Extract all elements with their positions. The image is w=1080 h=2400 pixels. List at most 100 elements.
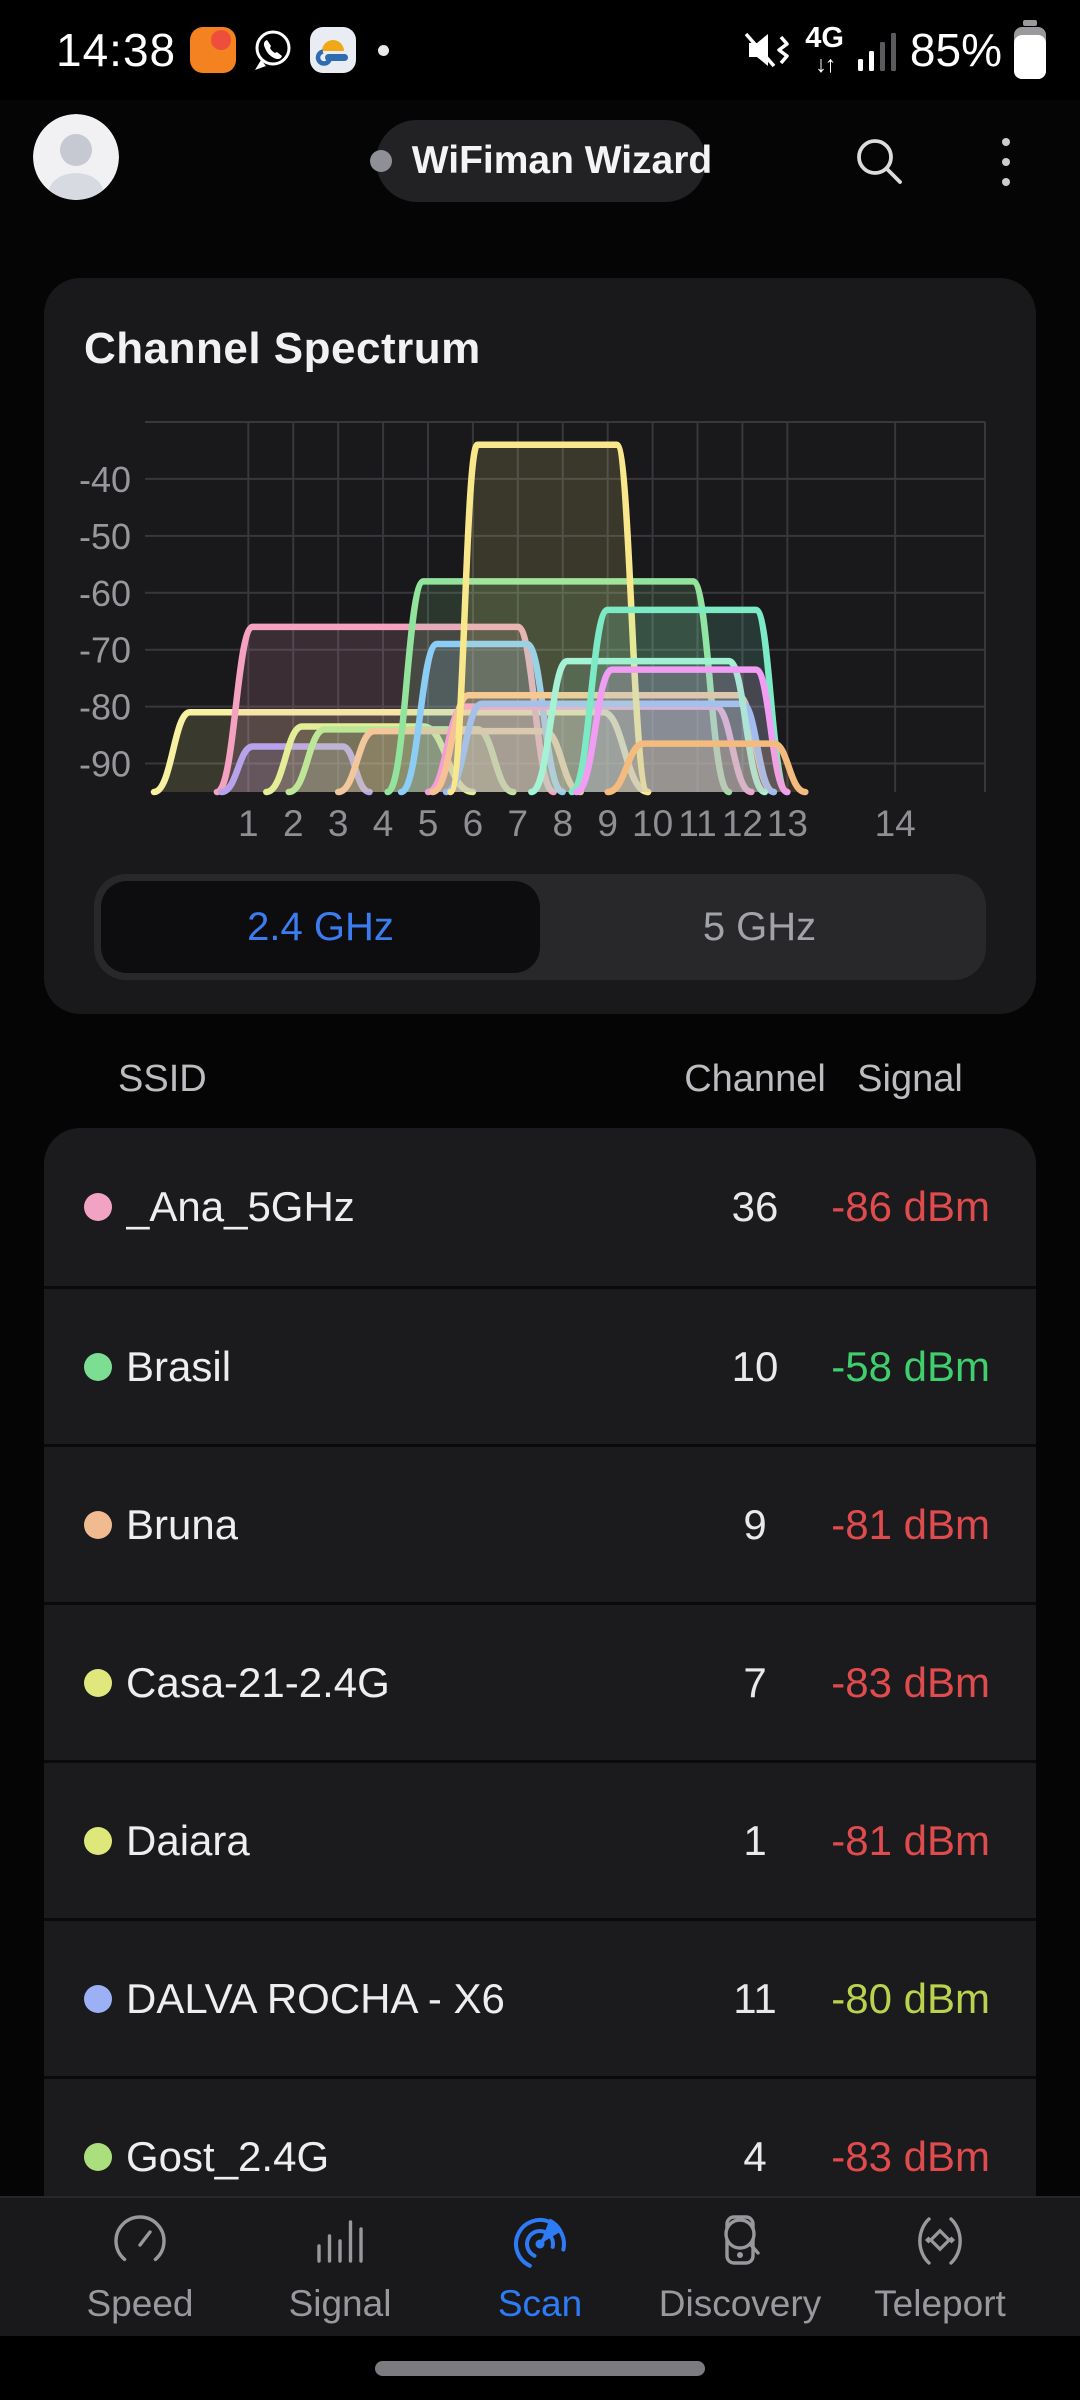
signal-bars-icon bbox=[857, 33, 896, 71]
channel-value: 1 bbox=[743, 1816, 767, 1864]
ssid-label: Casa-21-2.4G bbox=[126, 1658, 390, 1706]
band-2_4ghz-label: 2.4 GHz bbox=[247, 904, 394, 949]
whatsapp-icon bbox=[255, 30, 291, 70]
channel-value: 36 bbox=[731, 1183, 779, 1230]
speedometer-icon bbox=[114, 2215, 166, 2262]
network-type-indicator: 4G ↓↑ bbox=[805, 22, 844, 77]
status-bar: 14:38 4G ↓↑ bbox=[0, 0, 1080, 100]
svg-text:-80: -80 bbox=[79, 687, 131, 728]
app-bar: WiFiman Wizard bbox=[0, 100, 1080, 230]
table-row[interactable]: _Ana_5GHz 36 -86 dBm bbox=[44, 1128, 1036, 1286]
svg-text:-60: -60 bbox=[79, 573, 131, 614]
gesture-zone bbox=[0, 2336, 1080, 2400]
svg-text:5: 5 bbox=[418, 803, 439, 844]
band-toggle: 2.4 GHz 5 GHz bbox=[94, 874, 986, 980]
svg-text:9: 9 bbox=[597, 803, 618, 844]
signal-graph-icon bbox=[317, 2220, 363, 2263]
bottom-nav: Speed Signal Scan bbox=[0, 2196, 1080, 2336]
table-row[interactable]: DALVA ROCHA - X6 11 -80 dBm bbox=[44, 1918, 1036, 2076]
page-title: WiFiman Wizard bbox=[411, 139, 713, 182]
nav-item-speed[interactable]: Speed bbox=[40, 2198, 240, 2336]
ssid-label: _Ana_5GHz bbox=[126, 1183, 355, 1230]
svg-text:1: 1 bbox=[238, 803, 259, 844]
table-row[interactable]: Brasil 10 -58 dBm bbox=[44, 1286, 1036, 1444]
signal-value: -58 dBm bbox=[831, 1342, 990, 1390]
network-color-dot bbox=[84, 1352, 112, 1381]
svg-text:14: 14 bbox=[875, 803, 916, 844]
band-5ghz-label: 5 GHz bbox=[702, 904, 817, 949]
band-2_4ghz-button[interactable]: 2.4 GHz bbox=[101, 881, 540, 973]
svg-text:-70: -70 bbox=[79, 630, 131, 671]
header-channel: Channel bbox=[684, 1057, 826, 1100]
battery-icon bbox=[1014, 20, 1046, 79]
signal-value: -81 dBm bbox=[831, 1816, 990, 1864]
network-color-dot bbox=[84, 1826, 112, 1855]
header-signal: Signal bbox=[857, 1057, 963, 1100]
channel-value: 4 bbox=[743, 2132, 767, 2180]
teleport-vpn-icon bbox=[918, 2217, 962, 2265]
mute-vibrate-icon bbox=[745, 32, 789, 68]
svg-text:12: 12 bbox=[722, 803, 763, 844]
network-color-dot bbox=[84, 1984, 112, 2013]
svg-text:-50: -50 bbox=[79, 516, 131, 557]
svg-text:3: 3 bbox=[328, 803, 349, 844]
table-row[interactable]: Casa-21-2.4G 7 -83 dBm bbox=[44, 1602, 1036, 1760]
overflow-menu-icon[interactable] bbox=[988, 130, 1024, 194]
device-discovery-icon bbox=[724, 2215, 760, 2265]
gesture-handle[interactable] bbox=[375, 2360, 705, 2376]
nav-item-discovery[interactable]: Discovery bbox=[640, 2198, 840, 2336]
svg-text:4: 4 bbox=[373, 803, 394, 844]
svg-text:7: 7 bbox=[508, 803, 529, 844]
signal-value: -83 dBm bbox=[831, 1658, 990, 1706]
svg-text:2: 2 bbox=[283, 803, 304, 844]
network-color-dot bbox=[84, 2142, 112, 2171]
table-header: SSID Channel Signal bbox=[44, 1056, 1036, 1102]
channel-value: 7 bbox=[743, 1658, 767, 1706]
network-list: _Ana_5GHz 36 -86 dBm Brasil 10 -58 dBm B… bbox=[44, 1128, 1036, 2236]
ssid-label: Bruna bbox=[126, 1500, 239, 1548]
ssid-label: DALVA ROCHA - X6 bbox=[126, 1974, 505, 2022]
status-dot bbox=[369, 150, 392, 172]
toolbox-icon bbox=[310, 27, 357, 73]
signal-value: -80 dBm bbox=[831, 1974, 990, 2022]
svg-text:10: 10 bbox=[632, 803, 673, 844]
channel-value: 10 bbox=[731, 1342, 779, 1390]
more-notifications-dot bbox=[378, 44, 390, 56]
radar-scan-icon bbox=[514, 2218, 566, 2270]
channel-value: 11 bbox=[733, 1974, 777, 2022]
svg-text:13: 13 bbox=[767, 803, 808, 844]
nav-item-scan[interactable]: Scan bbox=[440, 2198, 640, 2336]
channel-spectrum-chart: -40-50-60-70-80-901 2 3 4 5 6 7 8 9 10 11 12 13 14 bbox=[79, 421, 986, 844]
network-color-dot bbox=[84, 1510, 112, 1539]
ssid-label: Daiara bbox=[126, 1816, 250, 1864]
nav-item-teleport[interactable]: Teleport bbox=[840, 2198, 1040, 2336]
svg-text:-90: -90 bbox=[79, 744, 131, 785]
svg-text:8: 8 bbox=[552, 803, 573, 844]
avatar[interactable] bbox=[33, 114, 119, 200]
channel-spectrum-card: Channel Spectrum -40 -50 -60 -70 -80 -90 1 2 3 4 5… bbox=[44, 278, 1036, 1014]
signal-value: -81 dBm bbox=[831, 1500, 990, 1548]
table-row[interactable]: Bruna 9 -81 dBm bbox=[44, 1444, 1036, 1602]
ssid-label: Brasil bbox=[126, 1342, 232, 1390]
signal-value: -83 dBm bbox=[831, 2132, 990, 2180]
ssid-label: Gost_2.4G bbox=[126, 2132, 330, 2180]
signal-value: -86 dBm bbox=[831, 1183, 990, 1230]
svg-text:-40: -40 bbox=[79, 459, 131, 500]
card-title: Channel Spectrum bbox=[84, 324, 481, 373]
network-color-dot bbox=[84, 1193, 112, 1221]
clock: 14:38 bbox=[56, 24, 177, 76]
nav-item-signal[interactable]: Signal bbox=[240, 2198, 440, 2336]
table-row[interactable]: Gost_2.4G 4 -83 dBm bbox=[44, 2076, 1036, 2234]
header-ssid: SSID bbox=[118, 1057, 207, 1100]
network-color-dot bbox=[84, 1668, 112, 1697]
svg-text:11: 11 bbox=[678, 803, 716, 844]
search-icon[interactable] bbox=[852, 134, 908, 190]
table-row[interactable]: Daiara 1 -81 dBm bbox=[44, 1760, 1036, 1918]
notification-app-icon bbox=[190, 27, 237, 73]
svg-text:6: 6 bbox=[463, 803, 484, 844]
battery-percent: 85% bbox=[909, 24, 1002, 76]
device-title-pill[interactable]: WiFiman Wizard bbox=[369, 120, 712, 202]
band-5ghz-button[interactable]: 5 GHz bbox=[540, 881, 979, 973]
channel-value: 9 bbox=[743, 1500, 767, 1548]
